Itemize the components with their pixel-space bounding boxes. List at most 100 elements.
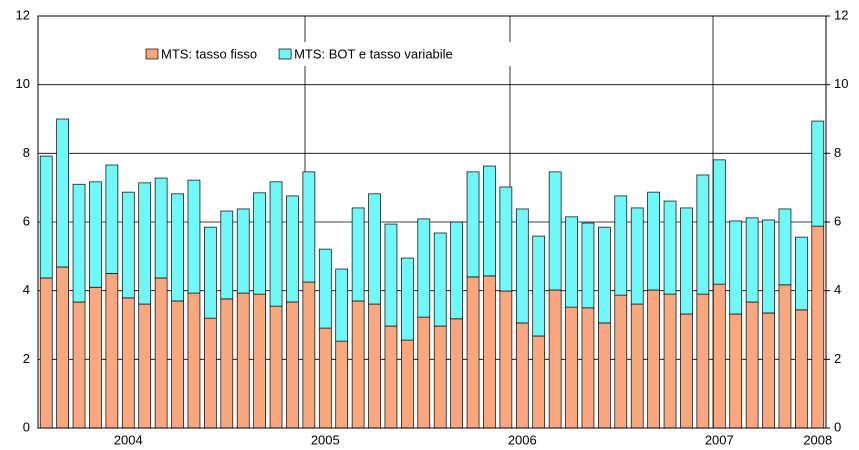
bar <box>105 273 119 429</box>
bar <box>433 232 447 327</box>
bar <box>729 220 743 315</box>
bar <box>351 207 365 302</box>
bar <box>696 293 710 429</box>
bar <box>762 312 775 429</box>
bar <box>187 292 201 429</box>
legend-swatch <box>145 48 159 60</box>
bar <box>39 155 53 279</box>
bar <box>515 208 529 324</box>
bar <box>712 159 726 285</box>
bar <box>663 200 677 295</box>
bar <box>581 307 595 429</box>
bar <box>680 313 693 429</box>
bar <box>680 207 693 315</box>
y-tick-label: 12 <box>16 7 30 22</box>
bar <box>269 181 283 307</box>
bar <box>368 193 381 305</box>
bar <box>598 226 611 324</box>
bar <box>236 208 250 294</box>
bar <box>236 292 250 429</box>
bar <box>220 298 234 429</box>
x-tick-label: 2004 <box>114 432 143 447</box>
bar <box>121 191 135 299</box>
y2-tick-label: 0 <box>834 419 841 434</box>
bar <box>811 225 825 429</box>
bar <box>483 275 496 429</box>
bar <box>795 309 808 429</box>
bar <box>499 290 513 429</box>
bar <box>302 171 316 283</box>
bar <box>532 235 546 337</box>
bar <box>302 281 316 429</box>
y2-tick-label: 2 <box>834 351 841 366</box>
bar <box>581 222 595 309</box>
bar <box>286 301 299 429</box>
bar <box>204 226 217 319</box>
bar <box>696 174 710 295</box>
bar <box>253 293 266 429</box>
y-tick-label: 2 <box>23 351 30 366</box>
y2-tick-label: 4 <box>834 282 841 297</box>
bar <box>154 277 168 429</box>
bar <box>269 305 283 429</box>
bar <box>466 276 480 429</box>
bar <box>433 325 447 429</box>
bar <box>630 207 644 305</box>
y-tick-label: 10 <box>16 76 30 91</box>
bar <box>253 192 266 295</box>
bar <box>72 301 86 429</box>
legend-label: MTS: BOT e tasso variabile <box>294 46 453 61</box>
legend-box <box>140 42 560 66</box>
bar <box>663 293 677 429</box>
bar <box>220 210 234 300</box>
bar <box>647 289 660 429</box>
bar <box>450 221 463 320</box>
bar <box>384 325 398 429</box>
bar <box>499 186 513 292</box>
x-tick-label: 2008 <box>803 432 832 447</box>
bar <box>630 303 644 429</box>
bar <box>318 248 332 329</box>
plot-frame <box>37 15 827 429</box>
bar <box>450 318 463 429</box>
x-tick-label: 2007 <box>705 432 734 447</box>
y-tick-label: 6 <box>23 213 30 228</box>
y2-tick-label: 12 <box>834 7 848 22</box>
bar <box>515 322 529 429</box>
bar <box>483 165 496 277</box>
y2-tick-label: 6 <box>834 213 841 228</box>
bar <box>121 297 135 429</box>
y-tick-label: 8 <box>23 145 30 160</box>
bar <box>105 164 119 274</box>
bar <box>811 120 825 227</box>
bar <box>286 195 299 303</box>
bar <box>745 301 759 429</box>
bar <box>795 236 808 311</box>
bar <box>401 257 414 341</box>
bar <box>778 208 792 286</box>
bar <box>154 177 168 279</box>
bar <box>89 286 102 429</box>
bar <box>335 268 349 342</box>
bar <box>171 193 184 302</box>
bar <box>614 294 628 429</box>
bar <box>532 335 546 429</box>
bar <box>548 171 562 291</box>
bar <box>565 216 578 308</box>
x-tick-label: 2005 <box>311 432 340 447</box>
bar <box>138 303 152 429</box>
bar <box>187 179 201 294</box>
bar <box>712 283 726 429</box>
bar <box>417 316 431 429</box>
bar <box>335 340 349 429</box>
bar <box>466 171 480 278</box>
bar <box>72 183 86 303</box>
bar <box>351 300 365 429</box>
bar <box>204 317 217 429</box>
bar <box>778 284 792 429</box>
bar <box>548 289 562 429</box>
bar <box>138 182 152 305</box>
bar <box>401 339 414 429</box>
bar <box>565 306 578 429</box>
